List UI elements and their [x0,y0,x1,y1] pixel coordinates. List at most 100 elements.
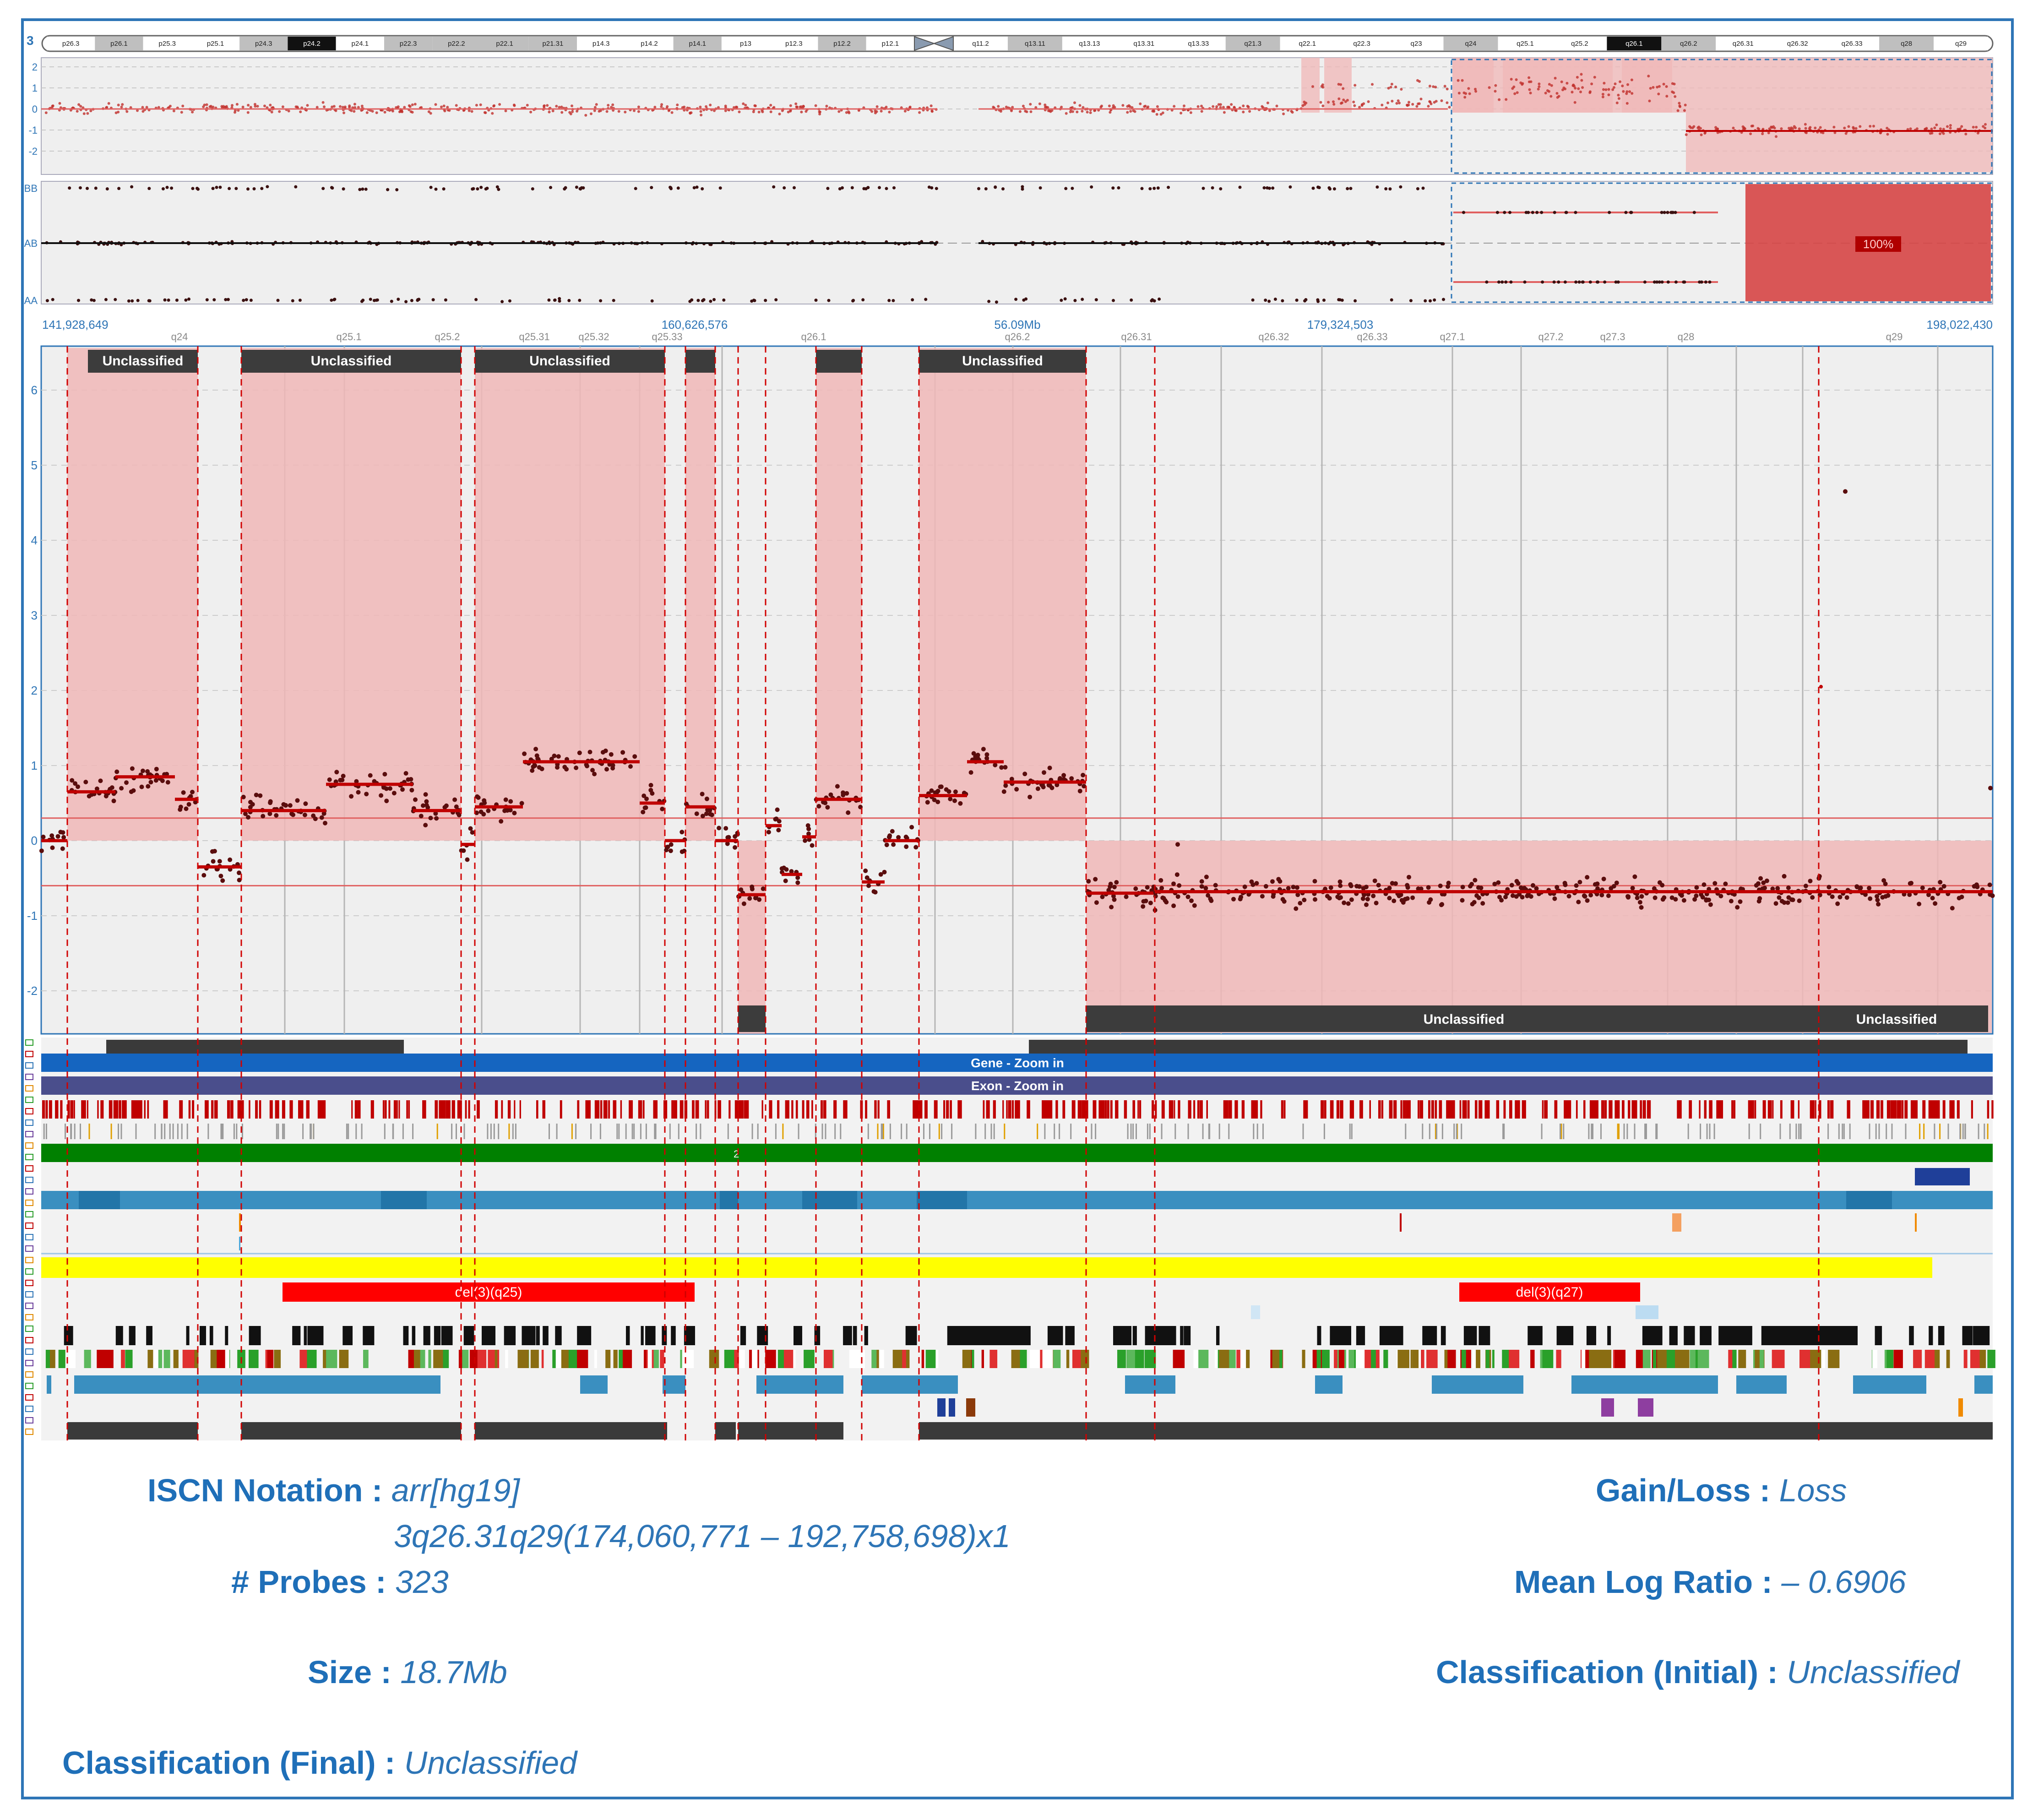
overview-data-point [1617,97,1620,100]
probe-data-point [1875,897,1880,902]
genotype-data-point [1148,187,1152,190]
overview-data-point [1749,132,1752,136]
overview-data-point [1446,87,1449,91]
overview-tick-label: -2 [28,146,38,157]
snp-block [64,1326,73,1345]
gene-density-tick [370,1100,374,1119]
probe-data-point [1376,883,1381,888]
probe-data-point [1231,896,1236,902]
overview-data-point [709,103,712,107]
gene-density-tick [638,1100,641,1119]
gene-density-tick [1407,1100,1411,1119]
overview-data-point [1183,104,1185,108]
unclassified-footer-bar [1805,1005,1988,1032]
classification-initial-label: Classification (Initial) : [1436,1654,1778,1690]
band-q23 [1389,37,1444,50]
band-p26.1 [95,37,143,50]
genotype-data-point [892,186,896,190]
overview-data-point [1200,110,1203,113]
segdup-track [41,1191,1993,1209]
gene-density-tick [1359,1100,1363,1119]
regulatory-block [1696,1350,1708,1368]
probe-data-point [70,778,75,783]
regulatory-block [217,1350,225,1368]
gene-density-tick [692,1100,695,1119]
regulatory-block [682,1350,694,1368]
overview-data-point [1448,106,1451,109]
track-handle-icon [25,1142,33,1149]
mean-log-ratio-label: Mean Log Ratio : [1514,1564,1772,1600]
probe-data-point [289,811,294,816]
gene-density-tick [1798,1100,1800,1119]
exon-track [41,1076,1993,1095]
band-p14.2 [625,37,674,50]
omim-tick [645,1124,647,1139]
overview-cnv-region [1452,58,1993,113]
probe-data-point [1757,896,1762,901]
unclassified-header-label: Unclassified [962,353,1043,369]
regulatory-block [555,1350,561,1368]
regulatory-block [1530,1350,1535,1368]
omim-tick [1461,1124,1462,1139]
overview-data-point [560,105,563,109]
probe-data-point [739,887,744,892]
probe-data-point [1614,880,1619,886]
overview-data-point [369,109,372,112]
omim-tick [490,1124,492,1139]
probe-data-point [1835,901,1840,906]
gene-density-tick [1402,1100,1406,1119]
probe-data-point [1987,882,1992,887]
omim-tick [1878,1124,1880,1139]
band-label-q22.3: q22.3 [1353,40,1370,48]
genotype-data-point [105,187,109,190]
misc-block [966,1398,975,1417]
omim-tick [655,1124,657,1139]
omim-tick [1875,1124,1877,1139]
omim-tick [1323,1124,1325,1139]
snp-block [1055,1326,1063,1345]
overview-data-point [1665,85,1668,88]
genotype-data-point [1316,185,1320,189]
gene-density-tick [1767,1100,1770,1119]
overview-data-point [1200,104,1203,108]
gene-density-tick [298,1100,301,1119]
gene-density-tick [1450,1100,1454,1119]
overview-data-point [1268,109,1271,112]
track-handle-icon [25,1097,33,1103]
overview-data-point [1131,106,1134,109]
overview-data-point [1511,87,1514,90]
probe-data-point [535,756,540,761]
genotype-data-point [51,298,54,301]
overview-data-point [1833,131,1837,134]
omim-tick [1842,1124,1843,1139]
regulatory-block [1461,1350,1466,1368]
omim-tick [161,1124,163,1139]
gene-density-tick [1340,1100,1343,1119]
overview-data-point [1621,84,1624,87]
snp-block [1700,1326,1712,1345]
regulatory-block [173,1350,179,1368]
overview-data-point [411,103,414,106]
overview-data-point [114,111,118,114]
probe-data-point [1468,884,1473,889]
omim-tick [1655,1124,1657,1139]
conservation-block [74,1375,440,1394]
overview-data-point [1010,109,1013,112]
genotype-data-point [1588,280,1592,284]
omim-tick [1202,1124,1204,1139]
overview-tick-label: 1 [32,82,38,94]
overview-data-point [1854,127,1858,130]
probe-data-point [379,793,384,798]
genotype-data-point [410,299,413,302]
probe-data-point [642,805,647,810]
overview-data-point [742,102,745,105]
gene-density-tick [1542,1100,1544,1119]
gene-density-tick [1197,1100,1200,1119]
genotype-data-point [701,299,704,303]
omim-tick [654,1124,656,1139]
probe-data-point [1242,884,1247,889]
outlier-point [1819,685,1823,689]
genotype-data-point [688,299,692,303]
snp-block [1962,1326,1966,1345]
snp-block [1356,1326,1365,1345]
